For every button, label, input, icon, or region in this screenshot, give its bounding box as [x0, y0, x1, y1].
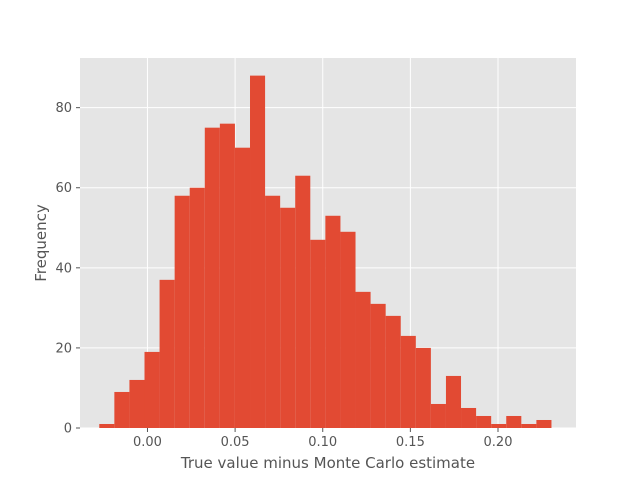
x-tick-label: 0.05 — [221, 435, 250, 450]
histogram-bar — [385, 315, 401, 428]
y-tick-label: 20 — [55, 341, 72, 356]
histogram-bar — [99, 423, 115, 428]
y-tick-label: 60 — [55, 181, 72, 196]
histogram-bar — [159, 279, 175, 428]
histogram-bar — [310, 239, 326, 428]
histogram-bar — [461, 407, 477, 428]
histogram-bar — [355, 291, 371, 428]
bars — [99, 75, 552, 429]
histogram-bar — [521, 423, 537, 428]
histogram-bar — [174, 195, 190, 428]
x-tick-label: 0.00 — [133, 435, 162, 450]
histogram-bar — [234, 147, 251, 429]
histogram-bar — [430, 403, 446, 428]
histogram-bar — [295, 175, 311, 428]
y-axis-label: Frequency — [32, 204, 50, 282]
histogram-bar — [506, 415, 522, 428]
x-tick-label: 0.20 — [484, 435, 513, 450]
x-axis-label: True value minus Monte Carlo estimate — [180, 454, 475, 472]
histogram-bar — [400, 335, 416, 428]
histogram-bar — [415, 347, 431, 428]
histogram-bar — [189, 187, 205, 428]
histogram-bar — [114, 391, 130, 428]
histogram-bar — [250, 75, 266, 428]
histogram-bar — [219, 123, 235, 429]
y-tick-label: 80 — [55, 101, 72, 116]
histogram-bar — [280, 207, 296, 428]
y-tick-label: 0 — [64, 422, 72, 437]
histogram-bar — [476, 415, 492, 428]
histogram-bar — [265, 195, 281, 428]
histogram-bar — [536, 419, 552, 428]
histogram-bar — [370, 303, 386, 428]
x-tick-label: 0.15 — [396, 435, 425, 450]
histogram-bar — [491, 423, 507, 428]
x-tick-label: 0.10 — [308, 435, 337, 450]
histogram-bar — [129, 379, 145, 428]
histogram-bar — [144, 351, 160, 428]
y-axis-ticks: 0 20 40 60 80 — [55, 101, 80, 437]
y-tick-label: 40 — [55, 261, 72, 276]
histogram-bar — [340, 231, 356, 428]
x-axis-ticks: 0.00 0.05 0.10 0.15 0.20 — [133, 428, 512, 450]
histogram-bar — [445, 375, 462, 428]
histogram-bar — [204, 127, 220, 428]
histogram-bar — [325, 215, 341, 428]
